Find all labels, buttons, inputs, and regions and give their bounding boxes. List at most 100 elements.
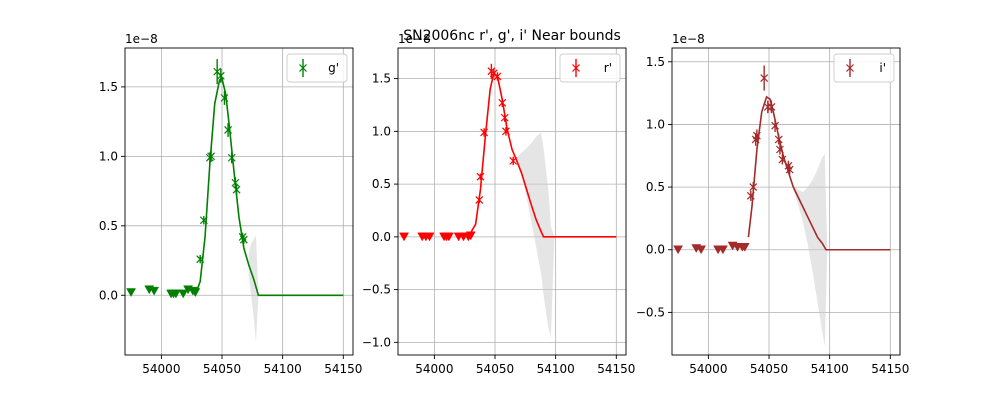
model-curve [467, 71, 617, 238]
x-tick-label: 54100 [264, 362, 302, 376]
y-tick-label: 0.0 [372, 230, 391, 244]
legend-label: r' [604, 61, 612, 75]
marker-stroke [778, 155, 787, 164]
marker-stroke [763, 102, 772, 111]
legend-label: g' [328, 61, 339, 75]
x-tick-label: 54100 [537, 362, 575, 376]
marker-stroke [776, 145, 784, 154]
detection-point [509, 156, 518, 166]
x-tick-label: 54000 [142, 362, 180, 376]
detection-point [476, 172, 485, 181]
marker-stroke [767, 102, 776, 111]
uncertainty-band [516, 132, 555, 339]
legend: r' [559, 53, 621, 83]
upper-limit-point [399, 232, 409, 242]
y-tick-label: −1.0 [362, 335, 391, 349]
detection-point [238, 232, 247, 242]
detection-point [771, 119, 780, 132]
upper-limit-point [465, 231, 476, 241]
detection-point [199, 216, 208, 225]
marker-stroke [199, 216, 208, 225]
upper-limit-point [149, 286, 160, 296]
model-curve [747, 95, 891, 251]
marker-stroke [498, 98, 507, 107]
marker-stroke [746, 191, 755, 200]
legend: g' [286, 53, 348, 83]
legend: i' [833, 53, 895, 83]
marker-stroke [509, 156, 518, 165]
detection-point [475, 195, 484, 204]
y-exponent-label: 1e−8 [125, 32, 158, 46]
marker-stroke [207, 152, 216, 161]
y-tick-label: 0.5 [372, 177, 391, 191]
marker-stroke [760, 74, 769, 82]
marker-stroke [220, 94, 229, 102]
marker-stroke [476, 172, 485, 181]
y-tick-label: 0.0 [99, 288, 118, 302]
y-tick-label: 1.0 [646, 117, 665, 131]
x-tick-label: 54150 [871, 362, 909, 376]
detection-point [763, 100, 772, 114]
plot-data [126, 59, 344, 343]
x-tick-label: 54000 [689, 362, 727, 376]
upper-limit-point [126, 288, 136, 297]
y-tick-label: 0.0 [646, 243, 665, 257]
detection-point [216, 68, 225, 83]
detection-point [232, 184, 241, 196]
marker-stroke [475, 195, 484, 204]
detection-point [227, 152, 236, 164]
upper-limit-point [178, 289, 189, 299]
x-tick-label: 54050 [750, 362, 788, 376]
marker-stroke [493, 72, 502, 81]
axes-frame [671, 47, 901, 356]
marker-stroke [238, 232, 247, 241]
upper-limit-point [673, 245, 683, 255]
detection-point [480, 128, 489, 137]
y-tick-label: 1.0 [99, 149, 118, 163]
detection-point [224, 123, 233, 137]
upper-limit-point [424, 232, 435, 242]
marker-stroke [227, 153, 236, 162]
x-tick-label: 54050 [203, 362, 241, 376]
detection-point [493, 72, 502, 81]
detection-point [760, 65, 769, 91]
axes-frame [397, 47, 627, 356]
detection-point [778, 154, 787, 165]
marker-stroke [213, 67, 222, 76]
upper-limit-point [739, 242, 750, 252]
marker-stroke [480, 128, 489, 137]
upper-limit-point [718, 245, 728, 255]
y-tick-label: 1.5 [99, 80, 118, 94]
y-tick-label: 0.5 [99, 219, 118, 233]
x-tick-label: 54150 [324, 362, 362, 376]
detection-point [785, 164, 794, 175]
x-tick-label: 54050 [476, 362, 514, 376]
panel-3: 54000 54050 54100 54150 −0.5 0.0 0.5 1.0 1.5 1e−8… [636, 32, 910, 376]
upper-limit-point [444, 232, 454, 242]
legend-label: i' [879, 61, 886, 75]
legend-marker [299, 64, 307, 72]
axes-frame [124, 47, 354, 356]
x-tick-label: 54000 [415, 362, 453, 376]
y-tick-label: 1.5 [372, 72, 391, 86]
detection-point [749, 182, 758, 193]
y-tick-label: −0.5 [636, 305, 665, 319]
marker-stroke [752, 131, 761, 140]
marker-stroke [196, 255, 205, 264]
detection-point [239, 235, 248, 244]
detection-point [220, 91, 229, 105]
marker-stroke [749, 183, 758, 192]
detection-point [746, 190, 755, 201]
y-tick-label: 0.5 [646, 180, 665, 194]
upper-limit-point [696, 245, 707, 255]
marker-stroke [771, 121, 780, 130]
legend-box [833, 53, 895, 83]
detection-point [776, 144, 784, 155]
detection-point [196, 254, 205, 264]
upper-limit-point [190, 288, 201, 297]
detection-point [231, 177, 240, 189]
detection-point [767, 100, 776, 114]
y-exponent-label: 1e−8 [672, 32, 705, 46]
detection-point [502, 127, 510, 136]
